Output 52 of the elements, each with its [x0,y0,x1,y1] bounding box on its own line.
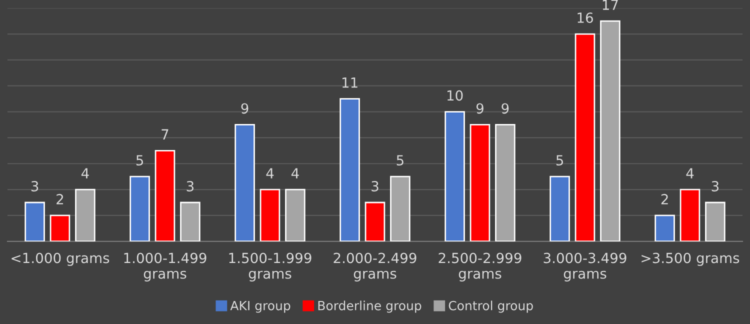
data-label: 4 [81,168,89,178]
data-label: 4 [266,168,274,178]
bar [364,202,386,242]
data-label: 4 [686,168,694,178]
x-tick-label: 2.500-2.999 grams [438,252,522,282]
bar [495,124,516,242]
data-label: 3 [31,180,38,192]
data-label: 10 [447,90,463,101]
data-label: 4 [291,168,299,178]
bar [390,176,410,242]
x-tick-label: >3.500 grams [642,252,740,266]
data-label: 9 [241,103,248,114]
bar [24,202,45,242]
x-tick-label: 3.000-3.499 grams [544,252,626,282]
data-label: 5 [396,155,404,166]
x-tick-label: 1.000-1.499 grams [124,252,206,282]
bar [285,188,306,242]
bar [654,214,675,242]
bar [180,202,200,242]
data-label: 16 [578,12,593,23]
bar [574,33,596,242]
data-label: 3 [186,180,194,192]
bar [550,176,570,242]
bar [444,111,465,242]
data-label: 9 [476,103,484,114]
bar [340,98,360,242]
bar [260,188,280,242]
data-label: 2 [661,194,668,204]
data-label: 17 [602,0,618,10]
bar [600,20,620,242]
x-tick-label: 2.000-2.499 grams [334,252,416,282]
data-label: 11 [342,77,358,88]
bar [234,124,255,242]
legend-label: Control group [448,300,533,313]
data-label: 3 [712,180,719,192]
data-label: 2 [56,194,64,204]
bar [75,188,96,242]
x-tick-label: 1.500-1.999 grams [229,252,312,282]
x-tick-label: <1.000 grams [12,252,110,266]
data-label: 9 [502,103,509,114]
legend-label: AKI group [230,301,290,313]
bar [154,150,176,242]
bar [470,124,490,242]
bar [50,214,70,242]
data-label: 5 [136,155,144,166]
bar [130,176,150,242]
data-label: 7 [162,129,168,140]
data-label: 5 [556,155,564,166]
bar [680,188,700,242]
bar [705,202,726,242]
data-label: 3 [372,180,378,192]
legend-label: Borderline group [318,300,422,313]
